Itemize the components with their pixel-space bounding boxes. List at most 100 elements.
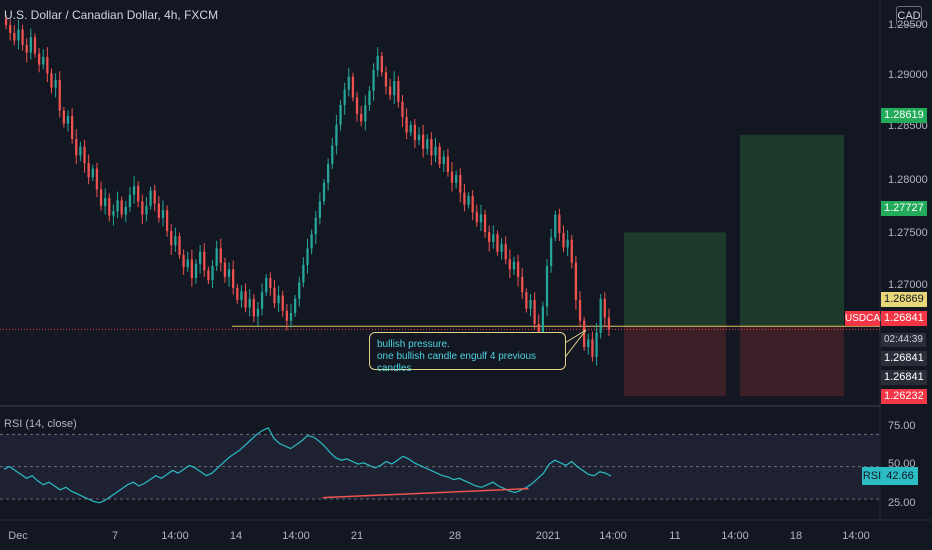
candle-body xyxy=(174,236,177,246)
candle-body xyxy=(124,206,127,215)
candle-body xyxy=(58,79,61,111)
candle-body xyxy=(314,217,317,235)
candle-body xyxy=(351,76,355,98)
candle-body xyxy=(533,299,536,324)
candle-body xyxy=(207,270,210,281)
price-tick: 1.28000 xyxy=(888,174,928,186)
candle-body xyxy=(372,70,375,91)
candle-body xyxy=(265,278,268,293)
candle-body xyxy=(525,292,528,309)
candle-body xyxy=(607,317,611,330)
candle-body xyxy=(190,259,194,279)
candle-body xyxy=(397,81,400,102)
candle-body xyxy=(149,190,152,206)
candle-body xyxy=(186,259,189,268)
candle-body xyxy=(554,214,557,238)
candle-body xyxy=(256,308,260,317)
candle-body xyxy=(62,110,66,124)
candle-body xyxy=(417,134,421,141)
candle-body xyxy=(347,76,350,90)
candle-body xyxy=(549,237,553,266)
stop-price-label: 1.26232 xyxy=(881,389,927,404)
candle-body xyxy=(603,298,606,318)
candle-body xyxy=(273,287,276,304)
candle-body xyxy=(463,192,466,205)
candle-body xyxy=(277,295,280,304)
candle-body xyxy=(537,324,540,339)
candle-body xyxy=(562,233,565,248)
candle-body xyxy=(203,251,206,271)
candle-body xyxy=(145,205,148,215)
candle-body xyxy=(104,198,107,206)
candle-body xyxy=(516,261,520,277)
tp1-price-label: 1.27727 xyxy=(881,201,927,216)
time-tick: 14:00 xyxy=(282,530,310,542)
candle-body xyxy=(583,320,586,347)
currency-button[interactable]: CAD xyxy=(896,6,922,26)
candle-body xyxy=(331,145,334,165)
candle-body xyxy=(298,282,301,299)
candle-body xyxy=(471,195,474,213)
candle-body xyxy=(108,198,111,216)
candle-body xyxy=(153,190,156,204)
candle-body xyxy=(388,86,392,96)
candle-body xyxy=(434,146,437,156)
price-tick: 1.27500 xyxy=(888,227,928,239)
candle-body xyxy=(483,214,487,233)
candle-body xyxy=(409,124,412,133)
candle-body xyxy=(260,292,264,309)
rsi-title: RSI (14, close) xyxy=(4,418,77,430)
candle-body xyxy=(219,248,222,263)
loss-zone-1 xyxy=(624,326,726,397)
entry-price-label: 1.26869 xyxy=(881,292,927,307)
candle-body xyxy=(13,32,16,41)
candle-body xyxy=(426,139,429,149)
candle-body xyxy=(529,299,532,309)
tp2-price-label: 1.28619 xyxy=(881,108,927,123)
time-tick: 14:00 xyxy=(161,530,189,542)
candle-body xyxy=(232,269,235,288)
candle-body xyxy=(54,79,57,88)
candle-body xyxy=(343,89,346,106)
candle-body xyxy=(302,264,305,283)
time-tick: 11 xyxy=(669,530,681,542)
candle-body xyxy=(29,37,32,53)
candle-body xyxy=(442,156,445,165)
candle-body xyxy=(421,134,425,149)
profit-zone-1 xyxy=(624,232,726,327)
candle-body xyxy=(401,101,404,118)
candle-body xyxy=(504,244,507,260)
candle-body xyxy=(570,239,573,263)
time-tick: Dec xyxy=(8,530,28,542)
rsi-tick: 25.00 xyxy=(888,497,916,509)
price-tick: 1.29000 xyxy=(888,69,928,81)
candle-body xyxy=(9,25,12,33)
price-tick: 1.28500 xyxy=(888,120,928,132)
candle-body xyxy=(87,163,90,178)
candle-body xyxy=(141,201,144,215)
candle-body xyxy=(376,55,379,71)
candle-body xyxy=(281,295,284,311)
candle-body xyxy=(479,214,483,223)
candle-body xyxy=(223,262,227,277)
annotation-callout[interactable]: bullish pressure. one bullish candle eng… xyxy=(369,332,566,374)
candle-body xyxy=(364,105,367,122)
candle-body xyxy=(566,239,569,248)
current-price-label: 1.26841 xyxy=(881,311,927,326)
candle-body xyxy=(120,200,123,215)
rsi-tick: 75.00 xyxy=(888,420,916,432)
candle-body xyxy=(446,156,450,172)
annotation-line-1: bullish pressure. xyxy=(377,339,450,350)
time-tick: 18 xyxy=(789,530,803,542)
candle-body xyxy=(33,37,37,54)
candle-body xyxy=(70,116,74,140)
candle-body xyxy=(355,97,359,114)
rsi-badge-name: RSI xyxy=(862,467,882,485)
candle-body xyxy=(455,175,458,183)
candle-body xyxy=(339,105,342,125)
candle-body xyxy=(380,55,383,73)
candle-body xyxy=(285,310,288,321)
candle-body xyxy=(500,244,503,252)
candle-body xyxy=(165,210,169,231)
